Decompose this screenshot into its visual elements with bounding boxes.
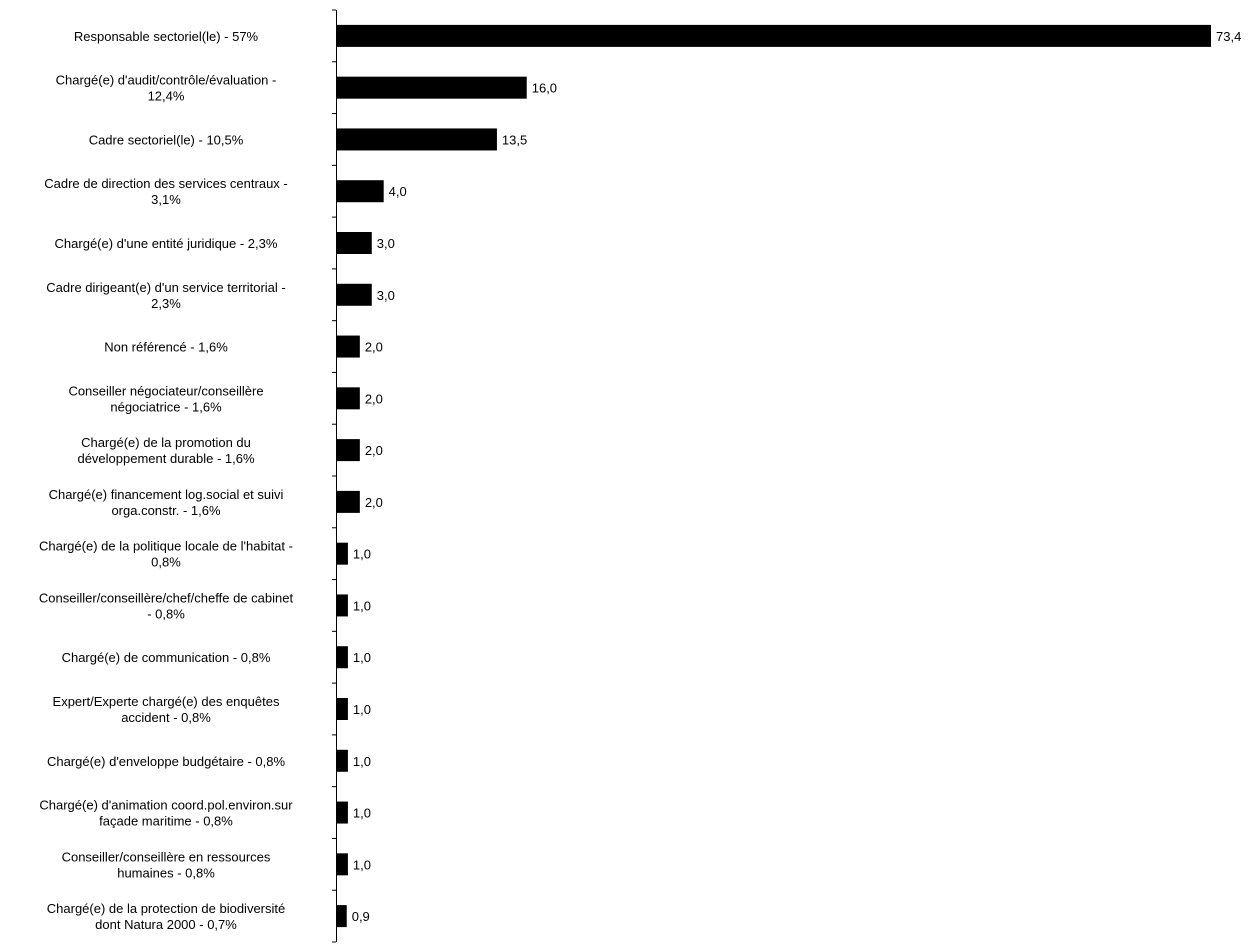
value-label: 1,0	[353, 650, 371, 665]
bar	[336, 542, 348, 565]
bars-group	[336, 24, 1211, 928]
value-label: 1,0	[353, 702, 371, 717]
category-label: Chargé(e) de la promotion du développemen…	[77, 435, 255, 466]
value-label: 2,0	[365, 340, 383, 355]
category-ticks	[332, 9, 336, 943]
bar	[336, 335, 360, 358]
category-label-line: Cadre dirigeant(e) d'un service territor…	[46, 280, 285, 295]
value-label: 1,0	[353, 806, 371, 821]
category-label: Chargé(e) d'animation coord.pol.environ.…	[39, 798, 293, 829]
bar	[336, 283, 372, 306]
category-label: Non référencé - 1,6%	[104, 340, 228, 355]
category-label-line: Expert/Experte chargé(e) des enquêtes	[53, 694, 280, 709]
category-label-line: - 0,8%	[147, 606, 185, 621]
value-label: 2,0	[365, 495, 383, 510]
bar	[336, 801, 348, 824]
category-label-line: 12,4%	[148, 89, 185, 104]
value-label: 3,0	[377, 288, 395, 303]
category-label: Conseiller/conseillère en ressources huma…	[62, 849, 271, 880]
category-label-line: Cadre sectoriel(le) - 10,5%	[89, 132, 244, 147]
category-label-line: négociatrice - 1,6%	[110, 399, 222, 414]
value-label: 1,0	[353, 547, 371, 562]
category-label: Conseiller négociateur/conseillère négoci…	[68, 383, 263, 414]
category-label: Chargé(e) d'enveloppe budgétaire - 0,8%	[47, 754, 286, 769]
value-label: 0,9	[352, 909, 370, 924]
category-label: Conseiller/conseillère/chef/cheffe de ca…	[39, 590, 294, 621]
value-label: 3,0	[377, 236, 395, 251]
category-label-line: Chargé(e) de la politique locale de l'ha…	[39, 539, 293, 554]
bar	[336, 439, 360, 462]
category-label-line: Chargé(e) d'enveloppe budgétaire - 0,8%	[47, 754, 286, 769]
category-label-line: Chargé(e) d'animation coord.pol.environ.…	[39, 798, 293, 813]
category-label: Expert/Experte chargé(e) des enquêtes acc…	[53, 694, 280, 725]
category-label-line: développement durable - 1,6%	[77, 451, 255, 466]
category-label-line: Chargé(e) financement log.social et suiv…	[49, 487, 284, 502]
category-label-line: Conseiller/conseillère/chef/cheffe de ca…	[39, 590, 294, 605]
category-label-line: 3,1%	[151, 192, 181, 207]
category-label: Chargé(e) d'audit/contrôle/évaluation -1…	[56, 73, 277, 104]
category-label-line: Conseiller négociateur/conseillère	[68, 383, 263, 398]
category-label-line: Chargé(e) de la protection de biodiversi…	[47, 901, 285, 916]
bar	[336, 905, 347, 928]
category-label-line: 0,8%	[151, 555, 181, 570]
bar	[336, 853, 348, 876]
value-label: 13,5	[502, 132, 527, 147]
bar	[336, 594, 348, 617]
value-label: 4,0	[389, 184, 407, 199]
category-label-line: Conseiller/conseillère en ressources	[62, 849, 271, 864]
category-label: Chargé(e) de la protection de biodiversi…	[47, 901, 285, 932]
value-label: 1,0	[353, 857, 371, 872]
category-label: Chargé(e) d'une entité juridique - 2,3%	[55, 236, 278, 251]
category-label-line: dont Natura 2000 - 0,7%	[95, 917, 237, 932]
category-label: Responsable sectoriel(le) - 57%	[74, 29, 259, 44]
value-label: 2,0	[365, 391, 383, 406]
category-label-line: Responsable sectoriel(le) - 57%	[74, 29, 259, 44]
category-label-line: Chargé(e) d'une entité juridique - 2,3%	[55, 236, 278, 251]
bar	[336, 24, 1211, 47]
bar	[336, 180, 384, 203]
category-labels: Responsable sectoriel(le) - 57% Chargé(e)…	[39, 29, 294, 932]
value-label: 73,4	[1216, 29, 1241, 44]
bar	[336, 232, 372, 254]
bar	[336, 749, 348, 772]
bar	[336, 698, 348, 720]
value-label: 1,0	[353, 598, 371, 613]
bar	[336, 128, 497, 151]
category-label: Chargé(e) de la politique locale de l'ha…	[39, 539, 293, 570]
category-label-line: Chargé(e) de la promotion du	[81, 435, 251, 450]
bar	[336, 76, 527, 99]
bar	[336, 387, 360, 410]
category-label-line: humaines - 0,8%	[117, 865, 215, 880]
category-label: Cadre de direction des services centraux…	[44, 176, 288, 207]
category-label: Chargé(e) de communication - 0,8%	[62, 650, 271, 665]
category-label-line: accident - 0,8%	[121, 710, 211, 725]
value-label: 1,0	[353, 754, 371, 769]
bar	[336, 646, 348, 669]
category-label-line: Cadre de direction des services centraux…	[44, 176, 288, 191]
value-label: 2,0	[365, 443, 383, 458]
category-label: Cadre sectoriel(le) - 10,5%	[89, 132, 244, 147]
category-label-line: 2,3%	[151, 296, 181, 311]
category-label: Cadre dirigeant(e) d'un service territor…	[46, 280, 285, 311]
category-label-line: orga.constr. - 1,6%	[111, 503, 221, 518]
bar	[336, 490, 360, 513]
value-label: 16,0	[532, 81, 557, 96]
category-label-line: Chargé(e) de communication - 0,8%	[62, 650, 271, 665]
category-label-line: Non référencé - 1,6%	[104, 340, 228, 355]
category-label-line: façade maritime - 0,8%	[99, 814, 233, 829]
value-labels: 73,4 16,0 13,5 4,0 3,0 3,0 2,0 2,0 2,0 2,0 1,0 1,0 1…	[352, 29, 1242, 924]
category-label: Chargé(e) financement log.social et suiv…	[49, 487, 284, 518]
category-label-line: Chargé(e) d'audit/contrôle/évaluation -	[56, 73, 277, 88]
